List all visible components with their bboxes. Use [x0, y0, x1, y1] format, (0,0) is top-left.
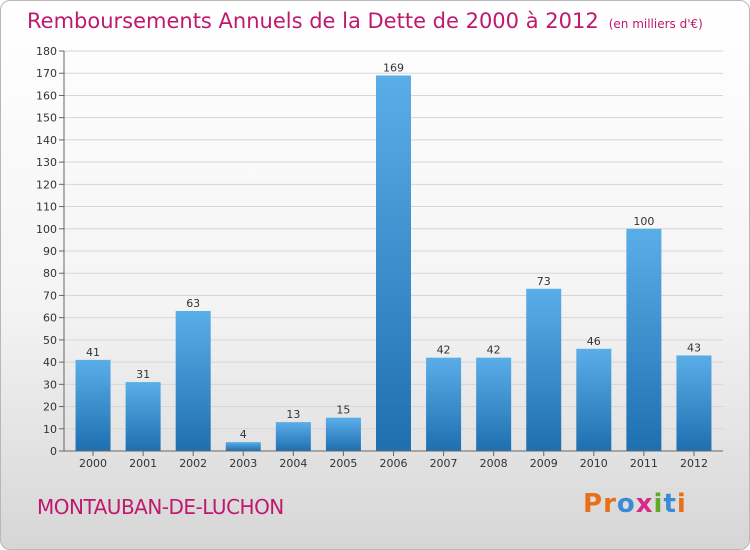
data-label-2010: 46 — [587, 335, 601, 348]
y-tick-label: 70 — [43, 289, 57, 302]
x-tick-label-2010: 2010 — [580, 457, 608, 470]
y-tick-label: 80 — [43, 267, 57, 280]
y-tick-label: 60 — [43, 312, 57, 325]
logo-letter: i — [676, 489, 687, 519]
data-label-2004: 13 — [286, 408, 300, 421]
logo-letter: i — [653, 489, 664, 519]
y-tick-label: 0 — [50, 445, 57, 458]
data-label-2006: 169 — [383, 61, 404, 74]
y-tick-label: 100 — [36, 223, 57, 236]
data-label-2009: 73 — [537, 275, 551, 288]
x-tick-label-2004: 2004 — [279, 457, 307, 470]
bar-2009 — [526, 288, 562, 451]
x-tick-label-2003: 2003 — [229, 457, 257, 470]
x-tick-label-2008: 2008 — [480, 457, 508, 470]
x-tick-label-2005: 2005 — [329, 457, 357, 470]
logo-letter: o — [616, 489, 636, 519]
data-label-2007: 42 — [437, 344, 451, 357]
chart-unit: (en milliers d'€) — [608, 17, 703, 31]
y-tick-label: 170 — [36, 67, 57, 80]
proxiti-logo: Proxiti — [583, 489, 687, 519]
y-tick-label: 150 — [36, 112, 57, 125]
y-axis: 0 10 20 30 40 50 60 70 80 90 100 110 120 130 140 150 160… — [36, 45, 65, 458]
data-label-2005: 15 — [336, 404, 350, 417]
data-label-2000: 41 — [86, 346, 100, 359]
bar-2005 — [325, 417, 361, 451]
logo-letter: t — [663, 489, 677, 519]
y-tick-label: 20 — [43, 401, 57, 414]
bar-2006 — [376, 75, 411, 451]
y-tick-label: 120 — [36, 178, 57, 191]
commune-name: MONTAUBAN-DE-LUCHON — [37, 495, 284, 519]
data-label-2003: 4 — [240, 428, 247, 441]
bar-2008 — [476, 357, 512, 451]
chart-title-text: Remboursements Annuels de la Dette de 20… — [27, 9, 599, 33]
bar-2007 — [426, 357, 462, 451]
y-tick-label: 160 — [36, 89, 57, 102]
x-tick-label-2006: 2006 — [380, 457, 408, 470]
bar-2012 — [676, 355, 712, 451]
x-axis: 2000 2001 2002 2003 2004 2005 2006 2007 2008 2009… — [64, 450, 723, 470]
data-labels: 41 31 63 4 13 15 169 42 42 73 46 100 43 — [86, 61, 701, 441]
bar-2011 — [626, 228, 662, 451]
y-tick-label: 40 — [43, 356, 57, 369]
y-tick-label: 180 — [36, 45, 57, 58]
bar-2003 — [225, 442, 261, 451]
logo-letter: P — [583, 489, 604, 519]
x-tick-label-2007: 2007 — [430, 457, 458, 470]
logo-letter: x — [635, 489, 654, 519]
x-tick-label-2012: 2012 — [680, 457, 708, 470]
y-tick-label: 50 — [43, 334, 57, 347]
x-tick-label-2011: 2011 — [630, 457, 658, 470]
data-label-2011: 100 — [633, 215, 654, 228]
y-tick-label: 140 — [36, 134, 57, 147]
logo-letter: r — [603, 489, 617, 519]
bar-2000 — [75, 359, 111, 451]
data-label-2001: 31 — [136, 368, 150, 381]
bars — [75, 75, 712, 451]
y-tick-label: 110 — [36, 201, 57, 214]
y-tick-label: 90 — [43, 245, 57, 258]
data-label-2012: 43 — [687, 341, 701, 354]
data-label-2002: 63 — [186, 297, 200, 310]
x-tick-label-2002: 2002 — [179, 457, 207, 470]
bar-2010 — [576, 348, 612, 451]
data-label-2008: 42 — [487, 344, 501, 357]
y-tick-label: 30 — [43, 378, 57, 391]
bar-2004 — [275, 422, 311, 451]
chart-title: Remboursements Annuels de la Dette de 20… — [27, 9, 703, 33]
bar-2002 — [175, 311, 211, 451]
y-tick-label: 10 — [43, 423, 57, 436]
bar-2001 — [125, 382, 161, 451]
x-tick-label-2009: 2009 — [530, 457, 558, 470]
y-tick-label: 130 — [36, 156, 57, 169]
x-tick-label-2000: 2000 — [79, 457, 107, 470]
x-tick-label-2001: 2001 — [129, 457, 157, 470]
